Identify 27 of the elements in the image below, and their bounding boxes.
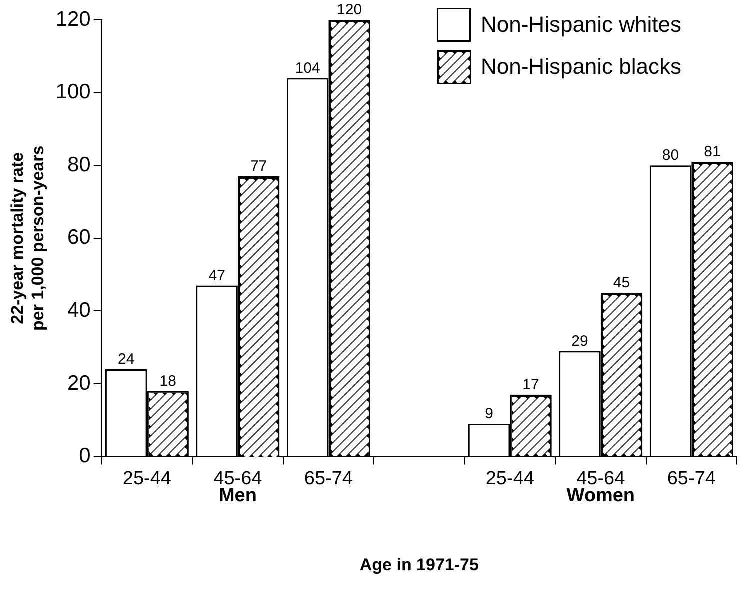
data-label: 18 — [160, 372, 176, 390]
data-label: 77 — [250, 158, 268, 176]
y-axis-title: 22-year mortality rate per 1,000 person-years — [8, 146, 48, 332]
y-tick-label: 60 — [67, 226, 91, 250]
legend-label: Non-Hispanic blacks — [481, 54, 682, 80]
y-tick-label: 40 — [67, 298, 91, 322]
x-tick-label: 65-74 — [304, 468, 354, 490]
data-label: 17 — [522, 376, 540, 394]
legend-label: Non-Hispanic whites — [481, 12, 682, 38]
y-tick-label: 100 — [56, 80, 91, 104]
data-label: 45 — [613, 274, 630, 292]
y-tick-label: 20 — [67, 372, 91, 395]
data-label: 29 — [572, 332, 588, 350]
data-label: 9 — [485, 406, 494, 423]
data-label: 80 — [662, 147, 680, 164]
x-tick-label: 25-44 — [486, 468, 535, 490]
data-label: 47 — [208, 267, 226, 284]
data-label: 120 — [337, 2, 362, 19]
x-tick-label: 25-44 — [122, 468, 172, 490]
y-tick-label: 120 — [56, 8, 91, 31]
y-tick-label: 0 — [79, 444, 91, 468]
data-label: 104 — [295, 60, 320, 77]
x-tick-label: 65-74 — [667, 468, 716, 490]
data-label: 81 — [704, 144, 721, 161]
x-axis-title: Age in 1971-75 — [360, 555, 479, 574]
y-tick-label: 80 — [67, 153, 91, 176]
data-label: 24 — [118, 351, 135, 368]
